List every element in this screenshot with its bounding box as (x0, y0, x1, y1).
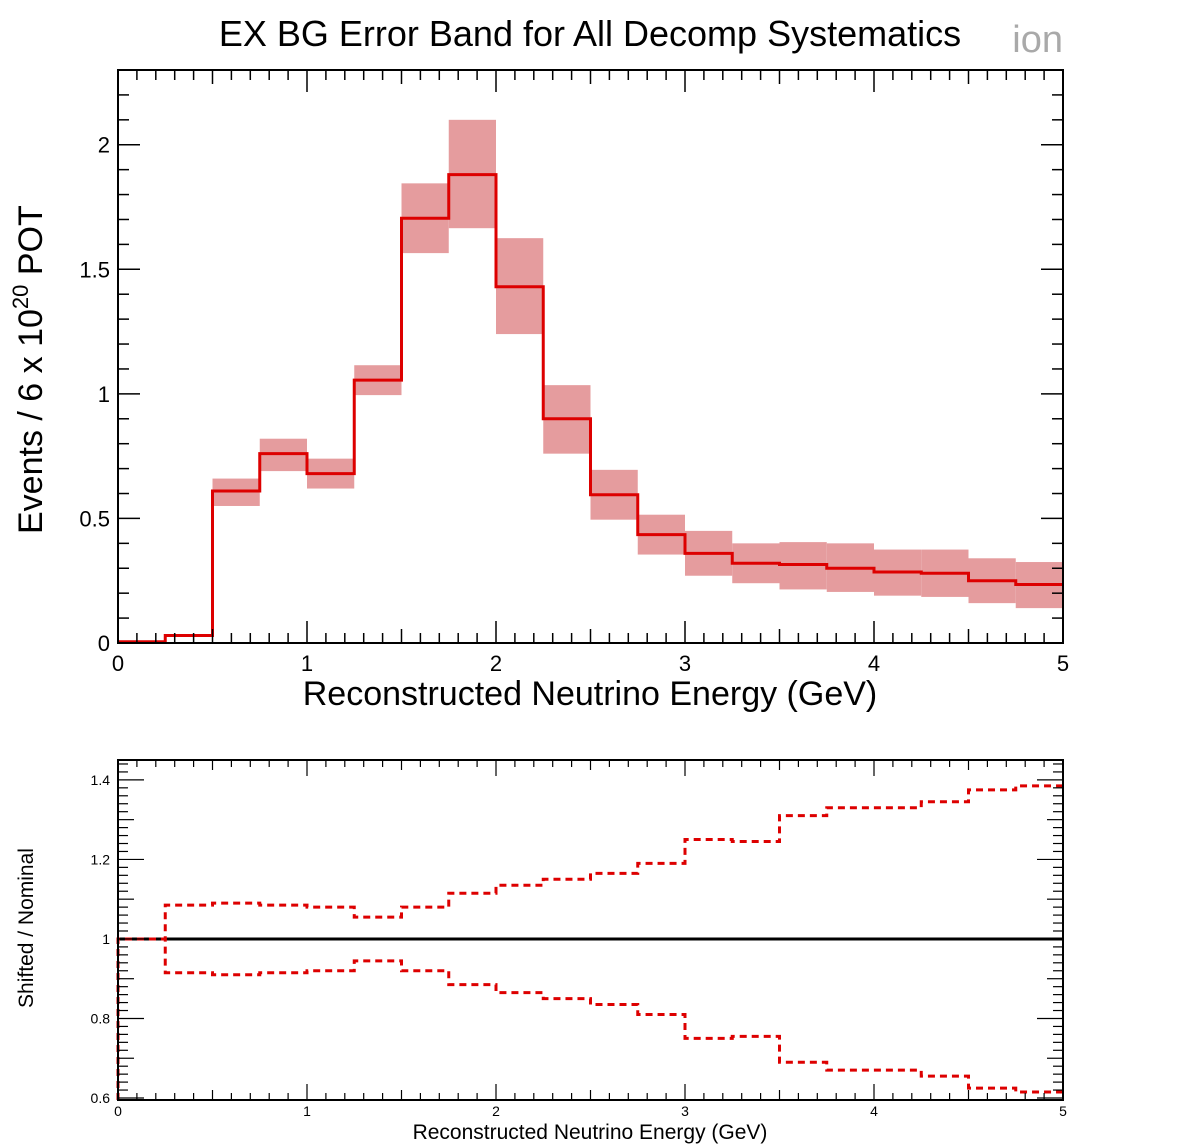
main-tick-labels: 0 1 2 3 4 5 0 0.5 1 1.5 2 (79, 133, 1069, 676)
ratio-x-tick-label: 3 (681, 1103, 689, 1119)
y-label-tail: POT (12, 205, 50, 284)
y-tick-label: 2 (98, 133, 110, 158)
x-tick-label: 5 (1057, 651, 1069, 676)
ratio-x-tick-label: 1 (303, 1103, 311, 1119)
x-tick-label: 0 (112, 651, 124, 676)
y-label-exponent: 20 (8, 285, 33, 309)
y-tick-label: 0 (98, 631, 110, 656)
x-tick-label: 3 (679, 651, 691, 676)
ratio-x-tick-label: 4 (870, 1103, 878, 1119)
ratio-lower-shift-line (116, 937, 1063, 1100)
ratio-x-tick-label: 0 (114, 1103, 122, 1119)
x-tick-label: 1 (301, 651, 313, 676)
chart-title: EX BG Error Band for All Decomp Systemat… (219, 13, 961, 54)
ratio-y-axis-label: Shifted / Nominal (15, 848, 38, 1008)
y-tick-label: 0.5 (79, 506, 110, 531)
ratio-y-tick-label: 1.4 (91, 772, 111, 788)
ratio-x-tick-label: 5 (1059, 1103, 1067, 1119)
watermark-text: ion (1012, 19, 1063, 61)
main-axis-ticks (117, 70, 1064, 644)
y-label-main: Events / 6 x 10 (12, 309, 50, 534)
ratio-panel: 0 1 2 3 4 5 0.6 0.8 1 1.2 1.4 Reconstructed Neutri… (15, 759, 1068, 1144)
title-backdrop (200, 8, 980, 58)
ratio-upper-shift-line (116, 784, 1063, 1100)
y-tick-label: 1.5 (79, 257, 110, 282)
x-tick-label: 4 (868, 651, 880, 676)
ratio-y-tick-label: 0.8 (91, 1010, 111, 1026)
ratio-shifted-lines (116, 784, 1063, 1100)
ratio-plot-frame (117, 759, 1064, 1101)
main-plot-frame (117, 69, 1064, 644)
ratio-y-tick-label: 0.6 (91, 1090, 111, 1106)
y-tick-label: 1 (98, 382, 110, 407)
ratio-tick-labels: 0 1 2 3 4 5 0.6 0.8 1 1.2 1.4 (91, 772, 1068, 1119)
ratio-y-tick-label: 1.2 (91, 851, 111, 867)
x-tick-label: 2 (490, 651, 502, 676)
nominal-histogram-line (118, 173, 1063, 644)
ratio-y-tick-label: 1 (102, 931, 110, 947)
main-y-axis-label: Events / 6 x 1020 POT (8, 205, 50, 534)
ratio-x-axis-label: Reconstructed Neutrino Energy (GeV) (413, 1121, 768, 1144)
ratio-x-tick-label: 2 (492, 1103, 500, 1119)
main-x-axis-label: Reconstructed Neutrino Energy (GeV) (303, 675, 877, 713)
main-histogram-panel: 0 1 2 3 4 5 0 0.5 1 1.5 2 Reconstructed Neutrino E… (8, 69, 1069, 713)
